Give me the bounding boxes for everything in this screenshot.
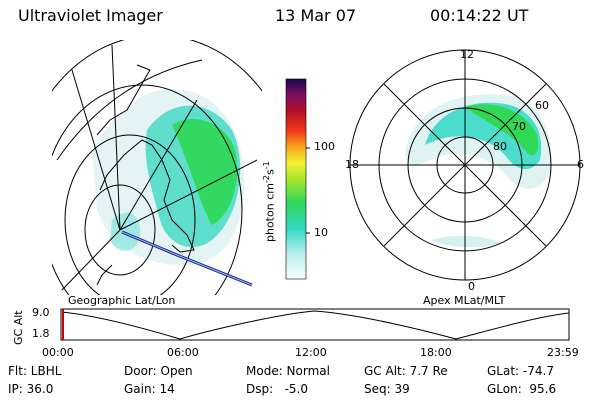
filter-status: Flt: LBHL bbox=[8, 364, 62, 378]
lat-lon-grid bbox=[52, 40, 262, 295]
lat-label-80: 80 bbox=[493, 140, 507, 153]
time-label: 00:14:22 UT bbox=[430, 6, 529, 25]
lat-label-70: 70 bbox=[512, 120, 526, 133]
timeline-xtick-2: 12:00 bbox=[295, 346, 327, 359]
colorbar-tick-10: 10 bbox=[314, 226, 328, 239]
mlt-label-18: 18 bbox=[345, 158, 359, 171]
timeline-xtick-4: 23:59 bbox=[547, 346, 579, 359]
right-panel-label: Apex MLat/MLT bbox=[423, 294, 506, 307]
orbit-track-highlight bbox=[121, 231, 253, 286]
gc-alt-status: GC Alt: 7.7 Re bbox=[364, 364, 448, 378]
ip-status: IP: 36.0 bbox=[8, 382, 54, 396]
timeline-plot bbox=[60, 308, 570, 341]
gain-status: Gain: 14 bbox=[124, 382, 175, 396]
lat-label-60: 60 bbox=[535, 99, 549, 112]
glat-status: GLat: -74.7 bbox=[487, 364, 554, 378]
mlt-label-12: 12 bbox=[460, 48, 474, 61]
timeline-ytick-1-8: 1.8 bbox=[32, 327, 50, 340]
colorbar-label: photon cm-2s-1 bbox=[262, 161, 277, 242]
instrument-title: Ultraviolet Imager bbox=[18, 6, 163, 25]
date-label: 13 Mar 07 bbox=[275, 6, 357, 25]
timeline-ytick-9: 9.0 bbox=[32, 306, 50, 319]
glon-status: GLon: 95.6 bbox=[487, 382, 557, 396]
mode-status: Mode: Normal bbox=[246, 364, 330, 378]
seq-status: Seq: 39 bbox=[364, 382, 410, 396]
polar-plot bbox=[349, 49, 581, 281]
mlt-label-6: 6 bbox=[577, 158, 584, 171]
coastline bbox=[96, 64, 195, 286]
door-status: Door: Open bbox=[124, 364, 193, 378]
colorbar bbox=[285, 78, 310, 280]
colorbar-gradient bbox=[285, 78, 307, 280]
altitude-curve bbox=[61, 310, 570, 340]
aurora-bright-region bbox=[172, 119, 238, 225]
timeline-xtick-3: 18:00 bbox=[420, 346, 452, 359]
dsp-status: Dsp: -5.0 bbox=[246, 382, 309, 396]
colorbar-ticks bbox=[306, 147, 310, 234]
timeline-xtick-1: 06:00 bbox=[167, 346, 199, 359]
left-panel-label: Geographic Lat/Lon bbox=[68, 294, 176, 307]
colorbar-tick-100: 100 bbox=[314, 140, 335, 153]
timeline-ylabel: GC Alt bbox=[12, 310, 25, 345]
timeline-xtick-0: 00:00 bbox=[42, 346, 74, 359]
polar-grid bbox=[349, 49, 581, 281]
polar-aurora-bright bbox=[465, 104, 539, 156]
mlt-label-0: 0 bbox=[468, 280, 475, 293]
geographic-map bbox=[52, 40, 262, 295]
timeline-frame bbox=[60, 308, 570, 341]
